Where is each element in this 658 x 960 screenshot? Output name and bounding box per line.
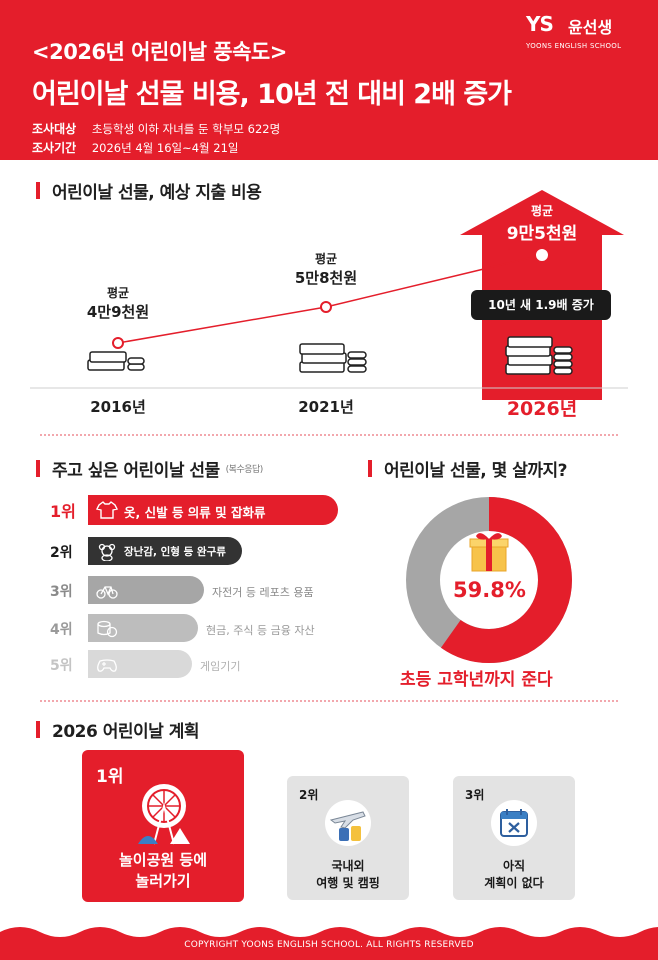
- year-label-2016: 2016년: [90, 398, 146, 416]
- avg-amount: 9만5천원: [506, 224, 578, 244]
- year-label-2026: 2026년: [506, 398, 578, 420]
- rank-number: 5위: [50, 658, 73, 674]
- rank-number: 2위: [50, 545, 73, 561]
- growth-badge: 10년 새 1.9배 증가: [471, 290, 611, 320]
- trend-point-2016: [112, 337, 124, 349]
- rank-row-5: 5위 게임기기: [50, 650, 340, 680]
- survey-period: 조사기간 2026년 4월 16일~4월 21일: [32, 139, 239, 156]
- avg-label-2021: 평균 5만8천원: [276, 250, 376, 288]
- trend-point-2026: [536, 249, 548, 261]
- plan-rank: 1위: [96, 767, 124, 787]
- airplane-luggage-icon: [325, 800, 371, 846]
- rank-number: 3위: [50, 584, 73, 600]
- section2-title: 주고 싶은 어린이날 선물 (복수응답): [36, 456, 263, 481]
- section-bar: [36, 460, 40, 477]
- section2-note: (복수응답): [225, 465, 264, 475]
- section-divider: [40, 700, 618, 702]
- section4-title: 2026 어린이날 계획: [36, 717, 200, 742]
- section-bar: [36, 721, 40, 738]
- avg-word: 평균: [106, 286, 130, 300]
- trend-point-2021: [320, 301, 332, 313]
- donut-chart: [406, 497, 572, 663]
- avg-amount: 4만9천원: [86, 303, 150, 321]
- plan-text: 아직 계획이 없다: [453, 858, 575, 892]
- section3-title: 어린이날 선물, 몇 살까지?: [368, 456, 567, 481]
- plan-card-1: 1위 놀이공원 등에 놀러가기: [82, 750, 244, 902]
- avg-word: 평균: [530, 204, 554, 218]
- gift-box-icon: [469, 533, 509, 572]
- rank-bar: [88, 576, 204, 604]
- rank-number: 4위: [50, 622, 73, 638]
- avg-label-2016: 평균 4만9천원: [68, 284, 168, 322]
- header-subtitle: <2026년 어린이날 풍속도>: [32, 40, 287, 64]
- rank-row-4: 4위 현금, 주식 등 금융 자산: [50, 614, 340, 644]
- section4-title-text: 2026 어린이날 계획: [52, 722, 200, 742]
- plan-card-2: 2위 국내외 여행 및 캠핑: [287, 776, 409, 900]
- plan-rank: 2위: [299, 788, 319, 802]
- logo-english: YOONS ENGLISH SCHOOL: [526, 42, 622, 50]
- bicycle-icon: [96, 586, 118, 599]
- brand-logo: YS 윤선생 YOONS ENGLISH SCHOOL: [526, 12, 636, 58]
- money-stack-icon-2021: [299, 343, 367, 373]
- plan-card-3: 3위 아직 계획이 없다: [453, 776, 575, 900]
- section-bar: [36, 182, 40, 199]
- plan-line1: 국내외: [331, 859, 365, 873]
- plan-line2: 놀러가기: [135, 872, 191, 890]
- gamepad-icon: [97, 659, 117, 672]
- avg-label-2026: 평균 9만5천원: [492, 202, 592, 244]
- survey-period-value: 2026년 4월 16일~4월 21일: [91, 141, 239, 155]
- logo-name: 윤선생: [568, 18, 613, 37]
- teddy-bear-icon: [98, 543, 116, 561]
- shirt-icon: [96, 501, 118, 519]
- plan-rank: 3위: [465, 788, 485, 802]
- rank-row-3: 3위 자전거 등 레포츠 용품: [50, 576, 340, 606]
- survey-target-value: 초등학생 이하 자녀를 둔 학부모 622명: [91, 122, 281, 136]
- section-divider: [40, 434, 618, 436]
- year-label-2021: 2021년: [298, 398, 354, 416]
- rank-row-1: 1위 옷, 신발 등 의류 및 잡화류: [50, 495, 340, 525]
- plan-line1: 놀이공원 등에: [118, 851, 208, 869]
- rank-label: 자전거 등 레포츠 용품: [212, 586, 314, 599]
- plan-text: 놀이공원 등에 놀러가기: [82, 850, 244, 892]
- donut-caption: 초등 고학년까지 준다: [400, 670, 553, 690]
- survey-target: 조사대상 초등학생 이하 자녀를 둔 학부모 622명: [32, 120, 280, 137]
- rank-number: 1위: [50, 502, 76, 521]
- rank-bar: [88, 537, 242, 565]
- rank-label: 게임기기: [200, 660, 241, 673]
- plan-line2: 여행 및 캠핑: [316, 875, 380, 890]
- header-title: 어린이날 선물 비용, 10년 전 대비 2배 증가: [32, 79, 512, 110]
- avg-word: 평균: [314, 252, 338, 266]
- calendar-x-icon: [491, 800, 537, 846]
- logo-mark: YS: [526, 12, 554, 36]
- section2-title-text: 주고 싶은 어린이날 선물: [52, 461, 220, 481]
- money-stack-icon-2026: [505, 336, 573, 375]
- copyright-text: COPYRIGHT YOONS ENGLISH SCHOOL. ALL RIGH…: [184, 940, 474, 950]
- plan-line2: 계획이 없다: [484, 875, 544, 890]
- donut-primary-segment: [406, 497, 572, 663]
- coin-icon: [97, 620, 118, 638]
- donut-percent: 59.8%: [453, 578, 526, 602]
- survey-target-key: 조사대상: [32, 122, 77, 136]
- rank-label: 옷, 신발 등 의류 및 잡화류: [124, 505, 266, 520]
- section1-title-text: 어린이날 선물, 예상 지출 비용: [52, 183, 262, 203]
- section3-title-text: 어린이날 선물, 몇 살까지?: [384, 461, 567, 481]
- header-banner: <2026년 어린이날 풍속도> 어린이날 선물 비용, 10년 전 대비 2배…: [0, 0, 658, 160]
- plan-text: 국내외 여행 및 캠핑: [287, 858, 409, 892]
- section-bar: [368, 460, 372, 477]
- ferris-wheel-icon: [138, 784, 190, 845]
- survey-period-key: 조사기간: [32, 141, 77, 155]
- rank-label: 현금, 주식 등 금융 자산: [206, 624, 315, 637]
- rank-bar: [88, 495, 338, 525]
- money-stack-icon-2016: [87, 351, 145, 371]
- avg-amount: 5만8천원: [294, 269, 358, 287]
- plan-line1: 아직: [502, 859, 526, 873]
- rank-bar: [88, 614, 198, 642]
- section1-title: 어린이날 선물, 예상 지출 비용: [36, 178, 262, 203]
- rank-row-2: 2위 장난감, 인형 등 완구류: [50, 537, 340, 567]
- footer-wave: [0, 927, 658, 960]
- rank-label: 장난감, 인형 등 완구류: [124, 546, 226, 558]
